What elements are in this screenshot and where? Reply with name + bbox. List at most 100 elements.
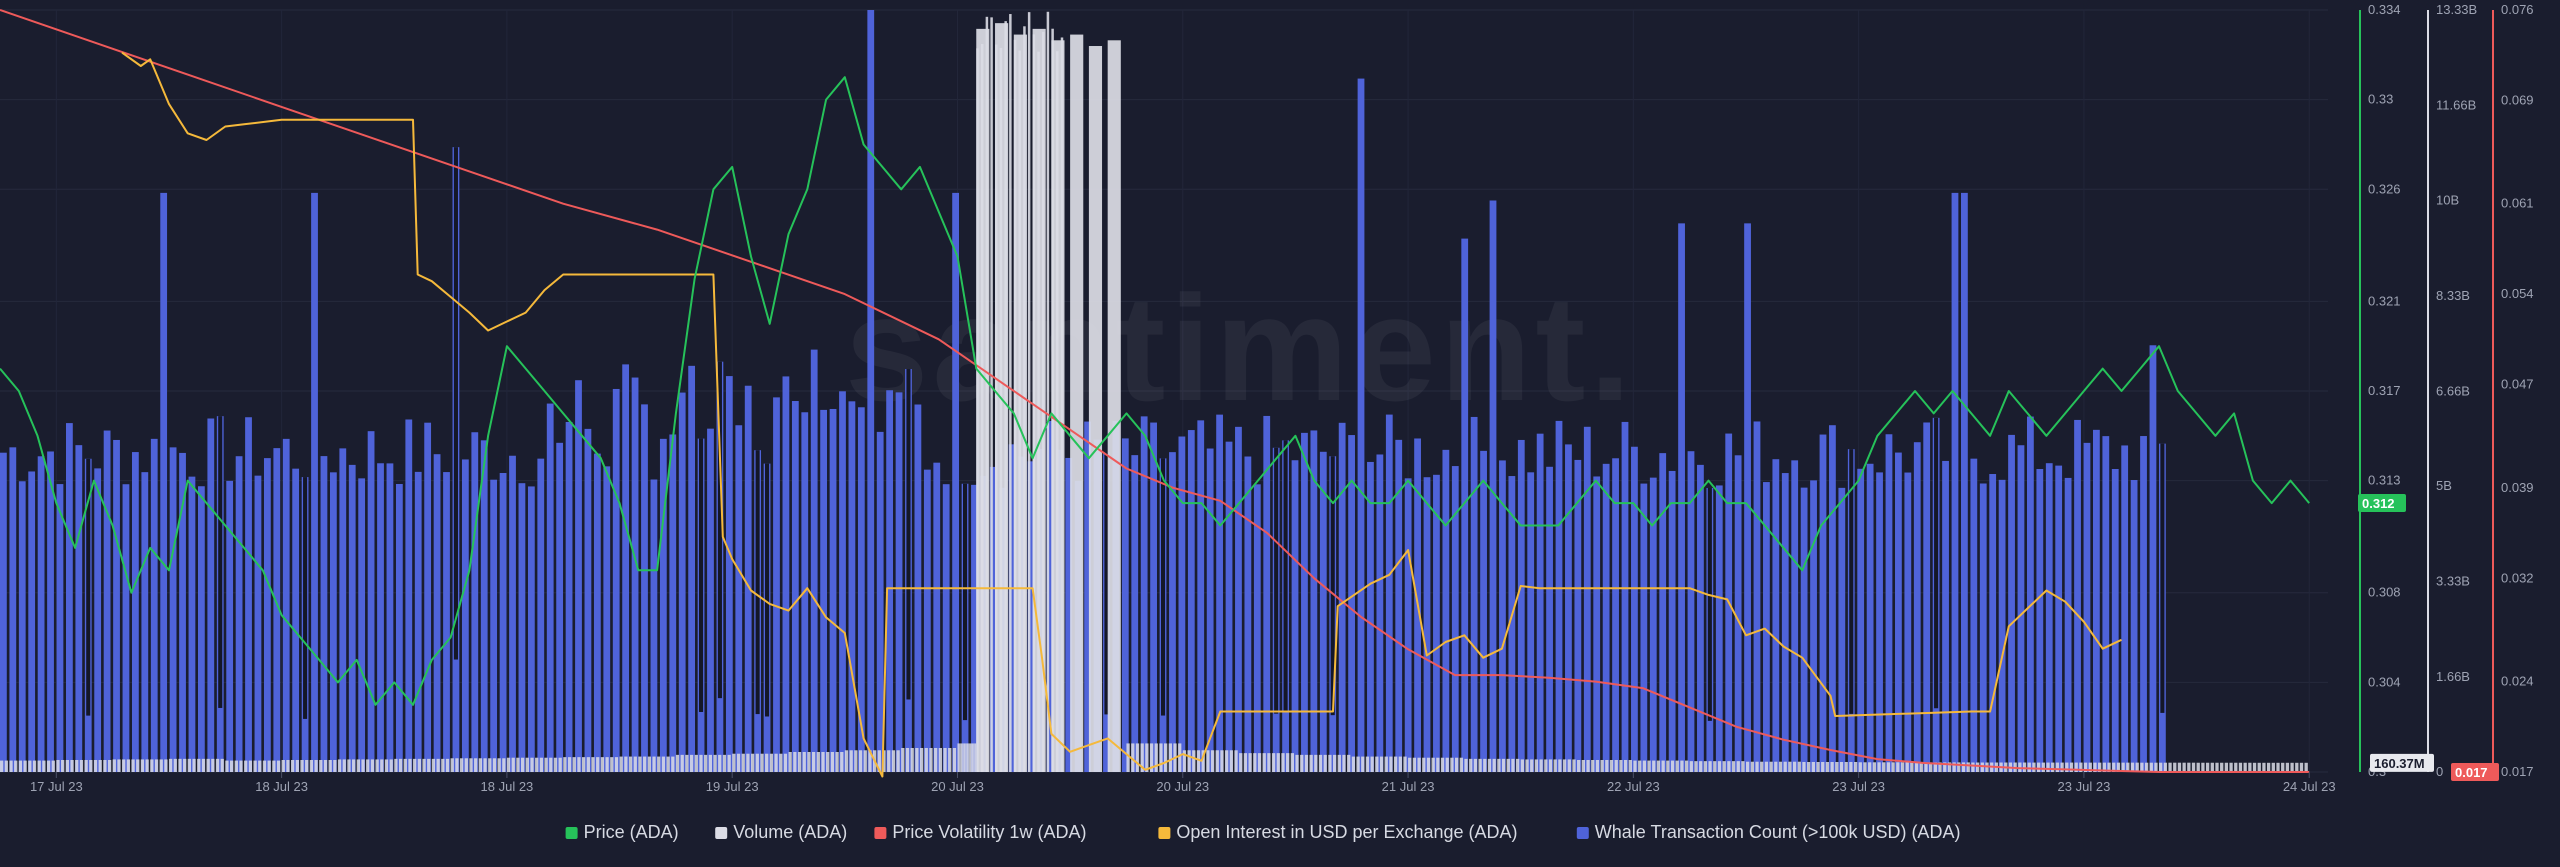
volume-bar	[239, 760, 243, 772]
whale-bar	[1235, 426, 1242, 772]
whale-bar	[1678, 223, 1685, 773]
volume-bar	[1816, 761, 1820, 772]
volatility-tick-label: 0.024	[2501, 674, 2534, 689]
volume-bar	[1961, 762, 1966, 772]
volume-bar	[938, 747, 942, 772]
volume-bar	[1872, 762, 1877, 772]
whale-bar	[9, 447, 17, 772]
whale-bar	[2102, 436, 2110, 772]
volume-bar	[1755, 761, 1759, 772]
volume-bar	[797, 751, 802, 772]
volume-bar	[1243, 753, 1248, 772]
volume-bar	[2154, 762, 2158, 772]
price-tick-label: 0.326	[2368, 181, 2401, 196]
volume-bar	[614, 757, 619, 772]
volume-bar	[1520, 759, 1524, 772]
whale-bar	[2064, 477, 2072, 772]
volume-bar	[2088, 762, 2092, 772]
volume-bar	[502, 758, 506, 772]
whale-bar	[622, 364, 630, 772]
whale-bar	[1602, 463, 1610, 772]
volume-bar	[1891, 762, 1895, 772]
volume-bar	[1825, 761, 1830, 772]
whale-bar-dip	[2160, 443, 2165, 713]
volume-bar	[2163, 762, 2168, 772]
volume-bar	[1501, 758, 1506, 772]
volume-bar	[539, 757, 544, 772]
volume-bar	[943, 747, 947, 772]
volume-bar-spike	[990, 17, 993, 773]
whale-bar	[2111, 469, 2119, 772]
volume-bar	[225, 760, 229, 772]
volume-bar	[891, 750, 896, 772]
volume-bar	[2196, 762, 2200, 772]
volume-bar	[567, 757, 572, 772]
volume-bar	[2220, 762, 2224, 772]
volume-bar	[2285, 762, 2290, 772]
volume-bar	[1905, 762, 1909, 772]
volume-bar	[2116, 762, 2121, 772]
whale-bar	[113, 439, 120, 772]
volume-bar	[840, 751, 844, 772]
whale-bar	[94, 468, 102, 772]
volume-bar	[2055, 762, 2060, 772]
whale-bar	[103, 430, 111, 772]
volume-bar	[2281, 762, 2285, 772]
volume-bar	[1450, 757, 1454, 772]
volume-bar	[694, 754, 698, 772]
volume-bar	[1558, 759, 1562, 772]
volume-bar	[28, 760, 32, 772]
volume-bar	[2177, 762, 2182, 772]
volume-bar	[1318, 754, 1323, 772]
whale-bar	[971, 484, 978, 772]
whale-bar	[1546, 466, 1553, 772]
volume-bar	[887, 750, 891, 772]
axes-group: 0.334 0.33 0.326 0.321 0.317 0.313 0.308 0.304 0…	[2358, 2, 2534, 781]
volume-bar	[380, 759, 384, 772]
whale-bar	[1423, 477, 1431, 772]
x-tick-label: 23 Jul 23	[1832, 779, 1885, 794]
whale-bar	[659, 438, 667, 772]
whale-bar	[1357, 78, 1365, 772]
volume-bar	[61, 759, 65, 772]
volume-bar	[821, 751, 825, 772]
volume-bar	[1159, 743, 1163, 772]
volume-bar	[1548, 759, 1553, 772]
volume-bar	[1586, 759, 1590, 772]
volume-bar	[1699, 761, 1703, 772]
volume-bar	[1896, 762, 1900, 772]
whale-bar	[141, 472, 149, 772]
whale-bar	[1649, 477, 1657, 772]
volume-bar	[535, 757, 539, 772]
volume-bar	[403, 758, 407, 772]
volume-bar	[1741, 761, 1745, 772]
volume-bar	[1267, 753, 1271, 772]
price-tick-label: 0.308	[2368, 585, 2401, 600]
volume-bar	[1262, 753, 1266, 772]
whale-bar	[1659, 453, 1667, 772]
volume-bar	[675, 754, 680, 772]
volume-current-badge	[2370, 753, 2434, 772]
volume-bar	[136, 759, 140, 772]
volume-bar	[103, 759, 107, 772]
volume-bar	[126, 759, 131, 772]
volume-bar	[929, 747, 933, 772]
whale-bar	[509, 455, 516, 772]
volume-bar	[1530, 759, 1534, 772]
volume-bar	[896, 750, 900, 772]
whale-bar	[414, 471, 422, 772]
volume-bar	[2304, 762, 2308, 772]
volume-bar	[417, 758, 422, 772]
whale-bar	[1338, 422, 1346, 772]
volume-bar	[1351, 756, 1356, 772]
whale-bar	[1197, 420, 1205, 772]
volume-bar	[197, 758, 201, 772]
whale-bar	[348, 464, 356, 772]
volume-bar	[1600, 759, 1604, 772]
price-tick-label: 0.317	[2368, 383, 2401, 398]
volume-bar	[1722, 761, 1726, 772]
volume-bar	[427, 758, 431, 772]
whale-bar	[1508, 476, 1516, 772]
whale-bar	[1480, 450, 1487, 772]
volume-bar	[0, 760, 4, 772]
